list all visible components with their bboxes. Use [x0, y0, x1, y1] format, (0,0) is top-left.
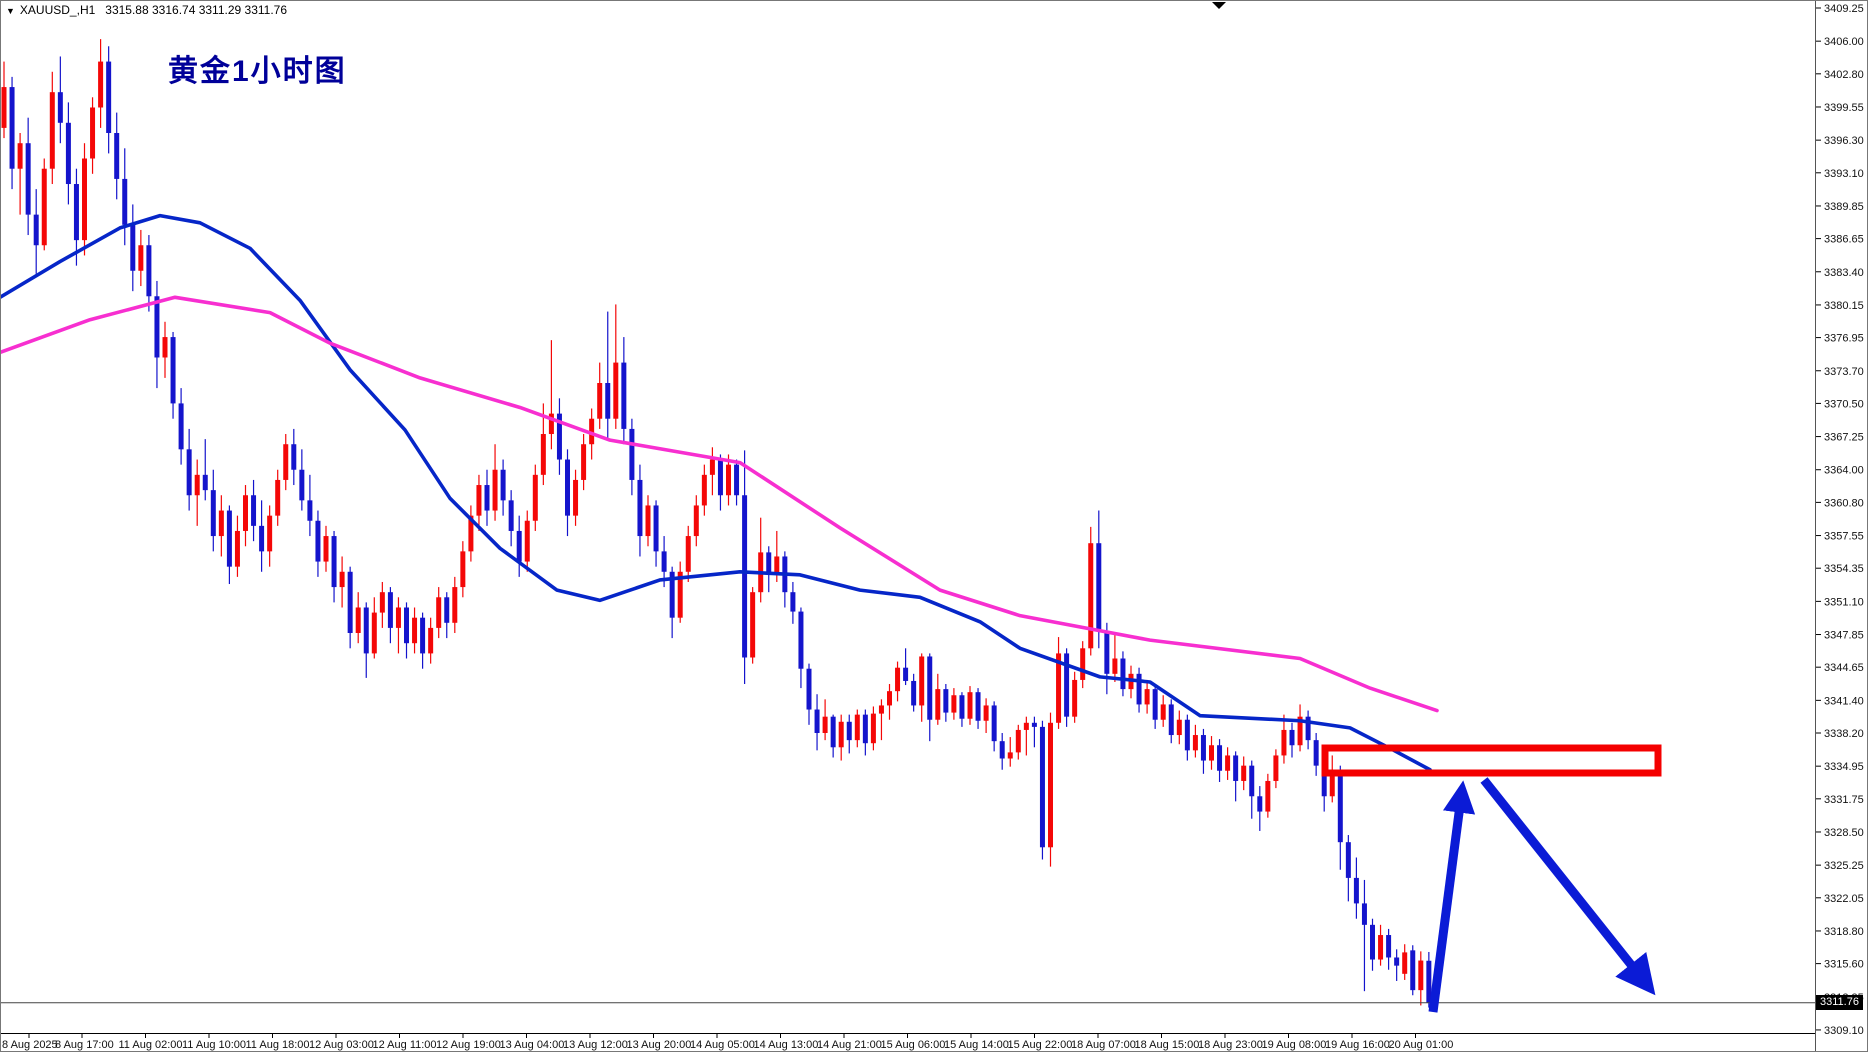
bounce-up-arrow[interactable] [1428, 780, 1476, 1013]
svg-text:15 Aug 22:00: 15 Aug 22:00 [1008, 1039, 1073, 1051]
svg-text:3315.60: 3315.60 [1824, 959, 1864, 971]
svg-text:3347.85: 3347.85 [1824, 630, 1864, 642]
svg-text:18 Aug 15:00: 18 Aug 15:00 [1135, 1039, 1200, 1051]
svg-text:3341.40: 3341.40 [1824, 695, 1864, 707]
svg-text:3360.80: 3360.80 [1824, 497, 1864, 509]
svg-text:3399.55: 3399.55 [1824, 102, 1864, 114]
symbol-dropdown-icon[interactable]: ▼ [6, 6, 15, 16]
svg-text:3393.10: 3393.10 [1824, 168, 1864, 180]
svg-text:15 Aug 14:00: 15 Aug 14:00 [944, 1039, 1009, 1051]
ma-slow-line [0, 295, 1439, 713]
svg-text:3334.95: 3334.95 [1824, 761, 1864, 773]
svg-text:18 Aug 23:00: 18 Aug 23:00 [1198, 1039, 1263, 1051]
svg-text:3325.25: 3325.25 [1824, 860, 1864, 872]
svg-text:3383.40: 3383.40 [1824, 267, 1864, 279]
svg-text:14 Aug 21:00: 14 Aug 21:00 [817, 1039, 882, 1051]
svg-text:3344.65: 3344.65 [1824, 662, 1864, 674]
scroll-marker-icon[interactable] [1212, 2, 1226, 9]
svg-text:12 Aug 11:00: 12 Aug 11:00 [373, 1039, 437, 1051]
candles-layer [1, 39, 1432, 1008]
svg-text:3373.70: 3373.70 [1824, 366, 1864, 378]
svg-text:13 Aug 12:00: 13 Aug 12:00 [563, 1039, 628, 1051]
svg-text:12 Aug 19:00: 12 Aug 19:00 [436, 1039, 501, 1051]
svg-text:19 Aug 16:00: 19 Aug 16:00 [1325, 1039, 1390, 1051]
symbol-ohlc-readout: ▼ XAUUSD_,H1 3315.88 3316.74 3311.29 3311.… [6, 3, 287, 17]
svg-text:20 Aug 01:00: 20 Aug 01:00 [1389, 1039, 1454, 1051]
resistance-zone-box[interactable] [1321, 744, 1662, 777]
svg-text:12 Aug 03:00: 12 Aug 03:00 [309, 1039, 374, 1051]
svg-text:3338.20: 3338.20 [1824, 728, 1864, 740]
svg-text:3322.05: 3322.05 [1824, 893, 1864, 905]
svg-text:19 Aug 08:00: 19 Aug 08:00 [1262, 1039, 1327, 1051]
svg-text:15 Aug 06:00: 15 Aug 06:00 [881, 1039, 946, 1051]
current-price-tag: 3311.76 [1816, 995, 1863, 1010]
svg-text:3309.10: 3309.10 [1824, 1025, 1864, 1037]
svg-text:3409.25: 3409.25 [1824, 3, 1864, 15]
svg-text:3364.00: 3364.00 [1824, 465, 1864, 477]
svg-text:3380.15: 3380.15 [1824, 300, 1864, 312]
svg-text:18 Aug 07:00: 18 Aug 07:00 [1071, 1039, 1136, 1051]
svg-text:11 Aug 18:00: 11 Aug 18:00 [246, 1039, 310, 1051]
svg-text:3389.85: 3389.85 [1824, 201, 1864, 213]
svg-text:3354.35: 3354.35 [1824, 563, 1864, 575]
svg-text:11 Aug 10:00: 11 Aug 10:00 [182, 1039, 246, 1051]
ma-fast-line [0, 213, 1432, 772]
svg-text:3318.80: 3318.80 [1824, 926, 1864, 938]
svg-text:14 Aug 13:00: 14 Aug 13:00 [754, 1039, 819, 1051]
svg-text:14 Aug 05:00: 14 Aug 05:00 [690, 1039, 755, 1051]
chart-title: 黄金1小时图 [168, 55, 347, 88]
svg-text:3370.50: 3370.50 [1824, 398, 1864, 410]
svg-text:13 Aug 04:00: 13 Aug 04:00 [500, 1039, 565, 1051]
svg-text:3386.65: 3386.65 [1824, 234, 1864, 246]
svg-text:3357.55: 3357.55 [1824, 531, 1864, 543]
svg-text:8 Aug 2025: 8 Aug 2025 [2, 1039, 58, 1051]
svg-text:3402.80: 3402.80 [1824, 69, 1864, 81]
svg-text:3406.00: 3406.00 [1824, 36, 1864, 48]
ohlc-values: 3315.88 3316.74 3311.29 3311.76 [105, 3, 288, 17]
svg-text:3367.25: 3367.25 [1824, 432, 1864, 444]
svg-text:13 Aug 20:00: 13 Aug 20:00 [627, 1039, 692, 1051]
svg-text:3351.10: 3351.10 [1824, 596, 1864, 608]
symbol-period-label: XAUUSD_,H1 [19, 3, 96, 17]
price-axis[interactable]: 3409.25 3406.00 3402.80 3399.55 3396.30 3393.… [1815, 3, 1864, 1037]
svg-text:3328.50: 3328.50 [1824, 827, 1864, 839]
svg-text:3396.30: 3396.30 [1824, 135, 1864, 147]
svg-text:8 Aug 17:00: 8 Aug 17:00 [55, 1039, 114, 1051]
projection-down-arrow[interactable] [1480, 777, 1656, 996]
svg-text:11 Aug 02:00: 11 Aug 02:00 [119, 1039, 183, 1051]
svg-text:3331.75: 3331.75 [1824, 794, 1864, 806]
svg-text:3376.95: 3376.95 [1824, 333, 1864, 345]
